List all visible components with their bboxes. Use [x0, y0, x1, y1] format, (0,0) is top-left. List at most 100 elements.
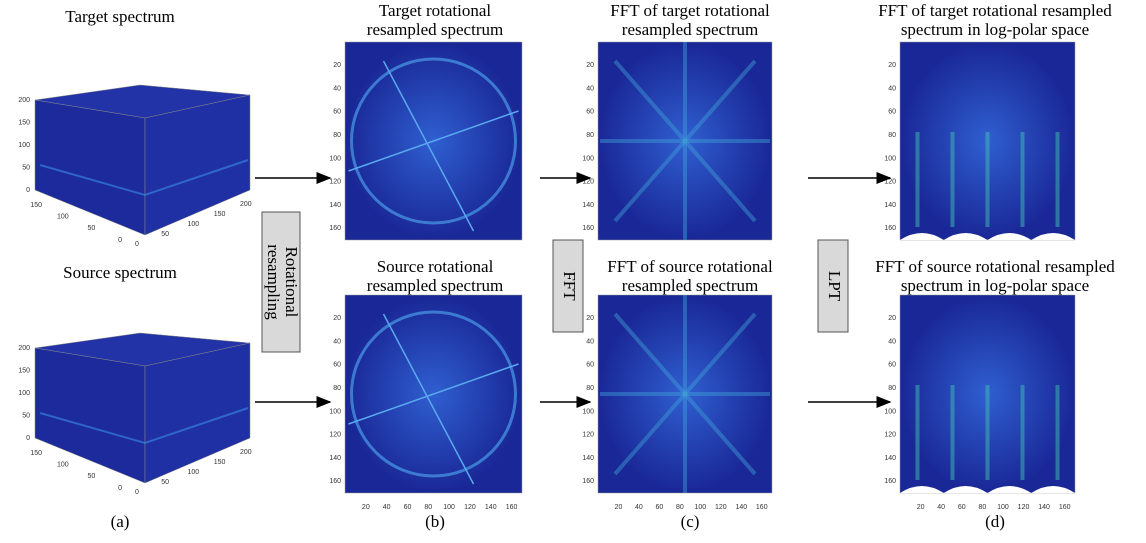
plot-title: resampled spectrum [367, 276, 503, 295]
y-tick-label: 20 [586, 315, 594, 322]
x-tick-label: 50 [88, 473, 96, 480]
z-tick-label: 50 [22, 412, 30, 419]
ring [350, 57, 517, 225]
streak [382, 313, 475, 485]
x-tick-label: 150 [30, 450, 42, 457]
y-tick-label: 140 [329, 202, 341, 209]
x-tick-label: 160 [1059, 504, 1071, 511]
streak [950, 132, 955, 227]
y-tick-label: 100 [582, 408, 594, 415]
y-tick-label: 20 [333, 315, 341, 322]
z-tick-label: 100 [18, 142, 30, 149]
x-tick-label: 40 [635, 504, 643, 511]
x-tick-label: 120 [715, 504, 727, 511]
y-tick-label: 120 [884, 432, 896, 439]
arcs [900, 233, 1075, 240]
streak [613, 59, 757, 223]
x-tick-label: 140 [1038, 504, 1050, 511]
streak [613, 312, 757, 476]
plot-title: FFT of target rotational resampled [878, 1, 1112, 20]
x-tick-label: 80 [978, 504, 986, 511]
x-tick-label: 140 [485, 504, 497, 511]
y-tick-label: 150 [214, 459, 226, 466]
y-tick-label: 80 [333, 385, 341, 392]
z-tick-label: 100 [18, 390, 30, 397]
y-tick-label: 0 [135, 241, 139, 248]
y-tick-label: 100 [884, 408, 896, 415]
y-tick-label: 20 [586, 62, 594, 69]
step-label: resampling [264, 244, 283, 320]
x-tick-label: 160 [506, 504, 518, 511]
y-tick-label: 160 [582, 478, 594, 485]
x-tick-label: 0 [118, 485, 122, 492]
x-tick-label: 100 [57, 462, 69, 469]
z-tick-label: 200 [18, 345, 30, 352]
step-label: FFT [560, 271, 579, 301]
y-tick-label: 40 [586, 85, 594, 92]
plot-title: spectrum in log-polar space [901, 276, 1089, 295]
streak [613, 312, 757, 476]
streak [348, 363, 519, 425]
z-tick-label: 0 [26, 435, 30, 442]
step-label: LPT [825, 271, 844, 302]
heatmap [597, 294, 773, 494]
streak [348, 110, 519, 172]
arcs [900, 486, 1075, 493]
caption: (a) [111, 512, 130, 531]
x-tick-label: 60 [404, 504, 412, 511]
streak [1055, 385, 1060, 480]
z-tick-label: 150 [18, 119, 30, 126]
plot-title: resampled spectrum [367, 20, 503, 39]
y-tick-label: 120 [329, 432, 341, 439]
plot-title: resampled spectrum [622, 20, 758, 39]
y-tick-label: 140 [329, 455, 341, 462]
streak [1020, 385, 1025, 480]
y-tick-label: 40 [586, 338, 594, 345]
y-tick-label: 60 [333, 109, 341, 116]
plot-title: resampled spectrum [622, 276, 758, 295]
plot-title: FFT of source rotational [607, 257, 773, 276]
z-tick-label: 0 [26, 187, 30, 194]
cube-texture [39, 407, 249, 445]
step-label: Rotational [282, 247, 301, 318]
x-tick-label: 100 [695, 504, 707, 511]
cube-texture [39, 159, 249, 197]
plot-title: Source spectrum [63, 263, 177, 282]
y-tick-label: 140 [884, 455, 896, 462]
z-tick-label: 50 [22, 164, 30, 171]
x-tick-label: 40 [383, 504, 391, 511]
x-tick-label: 150 [30, 202, 42, 209]
plot-title: Source rotational [377, 257, 494, 276]
y-tick-label: 100 [329, 408, 341, 415]
streak [382, 60, 475, 232]
y-tick-label: 120 [884, 179, 896, 186]
y-tick-label: 50 [161, 479, 169, 486]
x-tick-label: 160 [756, 504, 768, 511]
step-box [261, 211, 301, 353]
y-tick-label: 100 [188, 221, 200, 228]
step-box [817, 239, 849, 333]
x-tick-label: 50 [88, 225, 96, 232]
y-tick-label: 200 [240, 449, 252, 456]
y-tick-label: 80 [586, 385, 594, 392]
y-tick-label: 100 [329, 155, 341, 162]
y-tick-label: 80 [888, 132, 896, 139]
x-tick-label: 100 [997, 504, 1009, 511]
plot-title: FFT of target rotational [610, 1, 770, 20]
y-tick-label: 100 [188, 469, 200, 476]
y-tick-label: 140 [582, 202, 594, 209]
y-tick-label: 80 [888, 385, 896, 392]
x-tick-label: 100 [57, 214, 69, 221]
y-tick-label: 200 [240, 201, 252, 208]
streak [915, 132, 920, 227]
y-tick-label: 120 [582, 179, 594, 186]
plot-title: Target rotational [379, 1, 492, 20]
z-tick-label: 200 [18, 97, 30, 104]
y-tick-label: 60 [586, 109, 594, 116]
y-tick-label: 140 [582, 455, 594, 462]
x-tick-label: 60 [958, 504, 966, 511]
streak [613, 59, 757, 223]
y-tick-label: 160 [582, 225, 594, 232]
ring [350, 310, 517, 478]
